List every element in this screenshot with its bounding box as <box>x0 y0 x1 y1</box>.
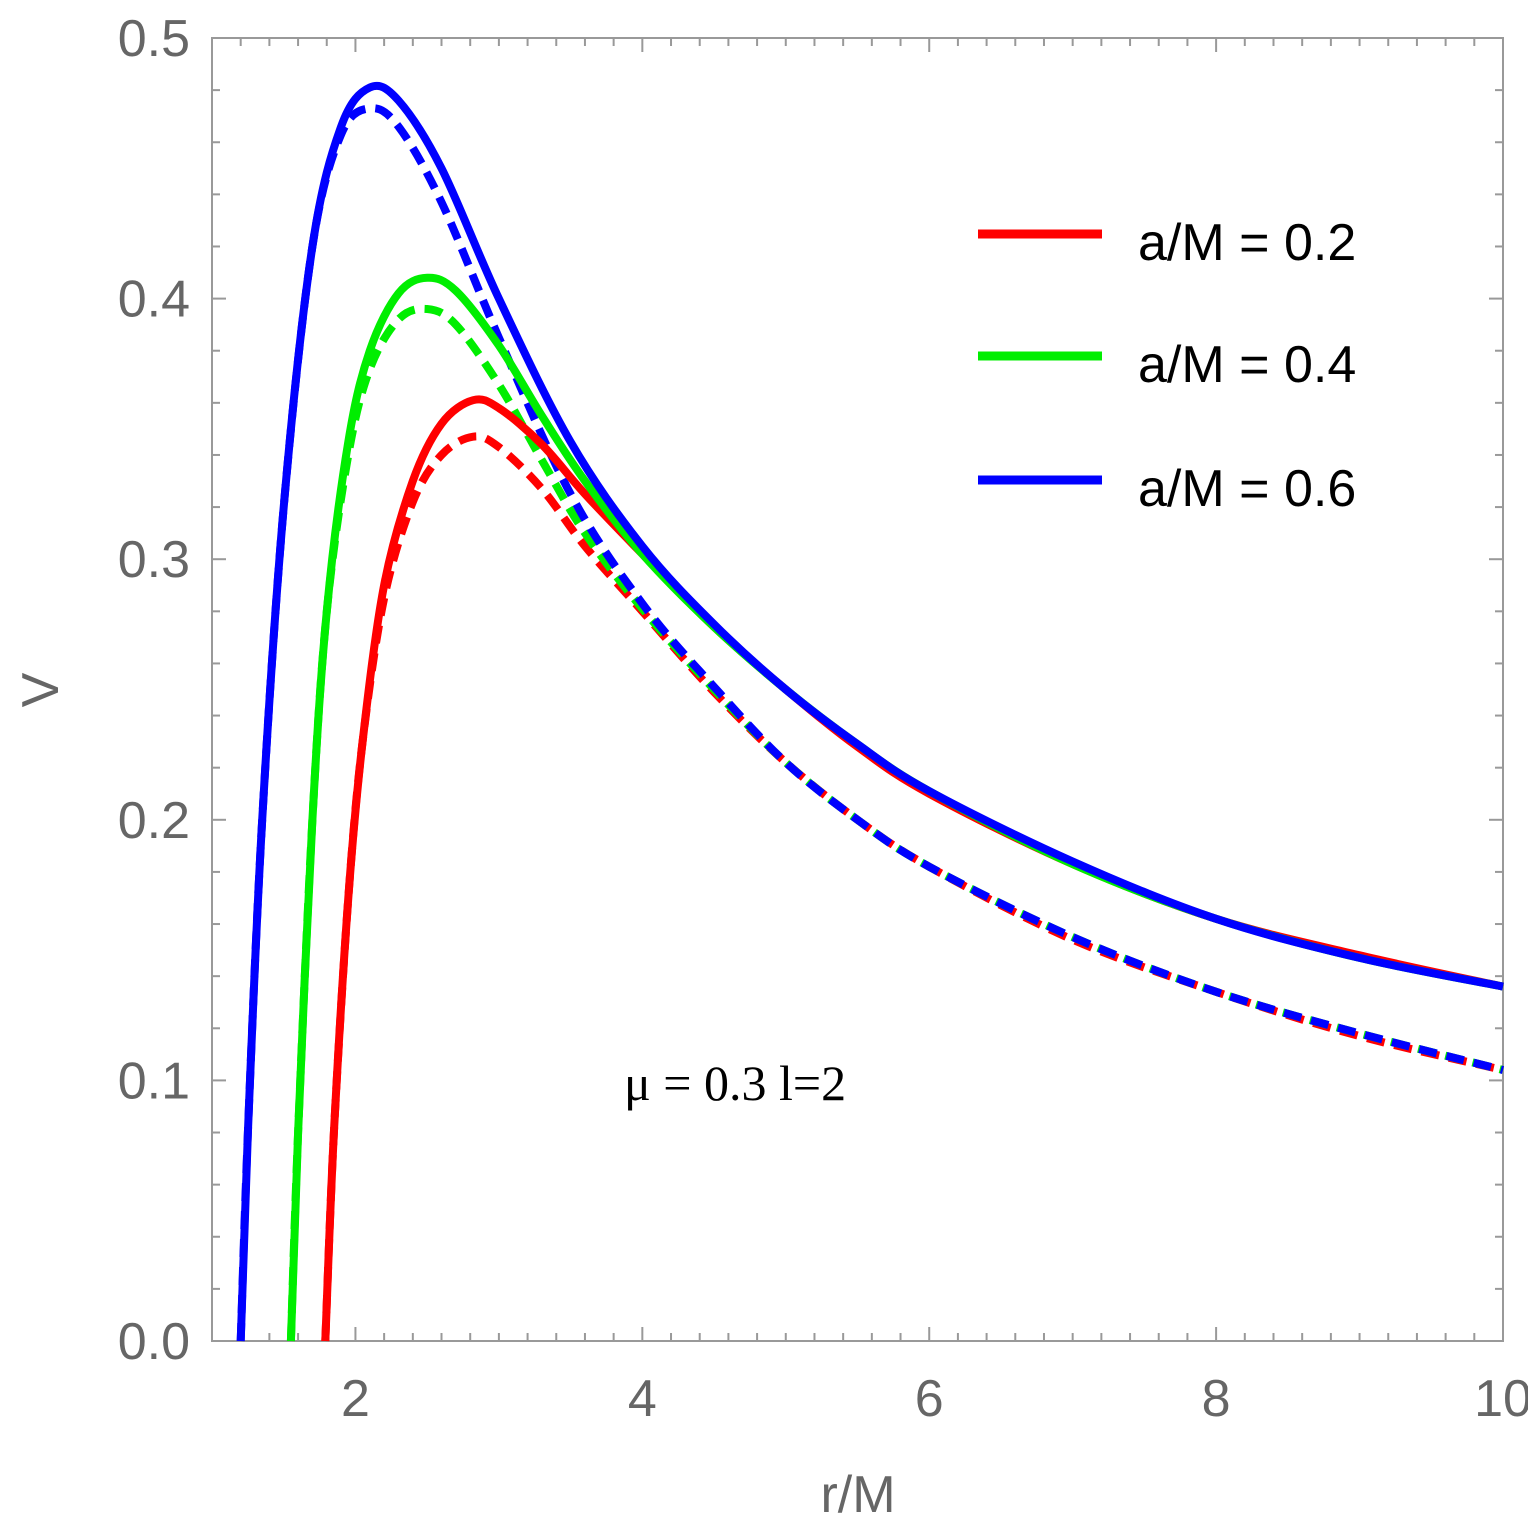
y-tick-label: 0.2 <box>118 792 190 850</box>
series-line-dashed <box>321 432 1504 1342</box>
plot-frame <box>211 37 1504 1342</box>
legend: a/M = 0.2 a/M = 0.4 a/M = 0.6 <box>978 214 1356 518</box>
y-tick-label: 0.4 <box>118 271 190 329</box>
series-lines <box>236 81 1504 1342</box>
x-tick-label: 10 <box>1474 1370 1528 1428</box>
series-line-solid <box>236 81 1504 1342</box>
y-tick-labels: 0.0 0.1 0.2 0.3 0.4 0.5 <box>118 10 190 1371</box>
y-axis-title: V <box>12 672 70 707</box>
x-tick-labels: 2 4 6 8 10 <box>341 1370 1528 1428</box>
legend-label-a04: a/M = 0.4 <box>1138 336 1356 394</box>
x-tick-label: 6 <box>915 1370 944 1428</box>
x-tick-label: 8 <box>1202 1370 1231 1428</box>
y-tick-label: 0.1 <box>118 1052 190 1110</box>
series-line-dashed <box>236 104 1504 1342</box>
y-tick-label: 0.0 <box>118 1313 190 1371</box>
y-tick-label: 0.3 <box>118 531 190 589</box>
x-axis-title: r/M <box>820 1466 895 1524</box>
x-tick-label: 2 <box>341 1370 370 1428</box>
legend-label-a02: a/M = 0.2 <box>1138 214 1356 272</box>
x-tick-label: 4 <box>628 1370 657 1428</box>
series-line-solid <box>321 395 1504 1342</box>
legend-label-a06: a/M = 0.6 <box>1138 460 1356 518</box>
parameter-annotation: μ = 0.3 l=2 <box>624 1055 846 1111</box>
tick-marks <box>212 38 1503 1341</box>
y-tick-label: 0.5 <box>118 10 190 68</box>
